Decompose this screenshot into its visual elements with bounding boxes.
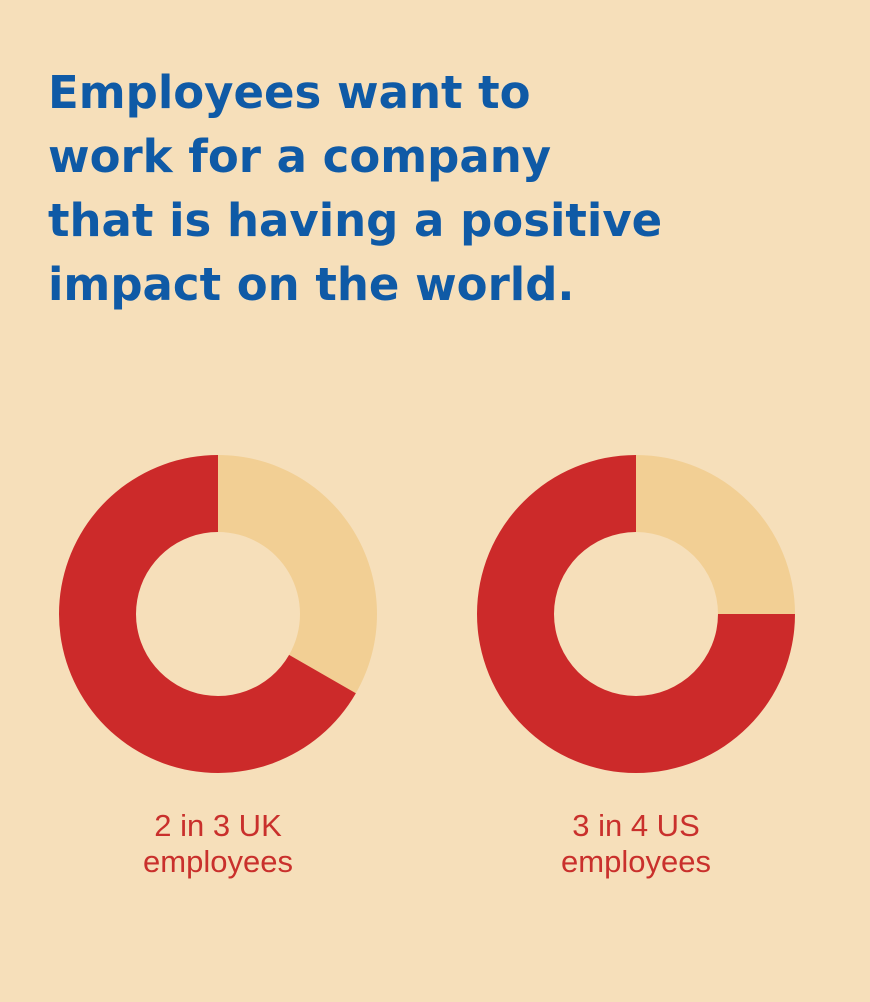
caption-line: employees xyxy=(561,844,711,879)
caption-line: 2 in 3 UK xyxy=(154,808,282,843)
title-line: impact on the world. xyxy=(48,258,575,311)
donut-slice xyxy=(218,455,377,694)
caption-line: 3 in 4 US xyxy=(572,808,700,843)
caption-line: employees xyxy=(143,844,293,879)
donut-slice xyxy=(58,455,356,773)
title-line: work for a company xyxy=(48,130,551,183)
donut-slice xyxy=(477,455,795,773)
title-line: that is having a positive xyxy=(48,194,662,247)
donut-slice xyxy=(636,455,795,614)
title-line: Employees want to xyxy=(48,66,531,119)
